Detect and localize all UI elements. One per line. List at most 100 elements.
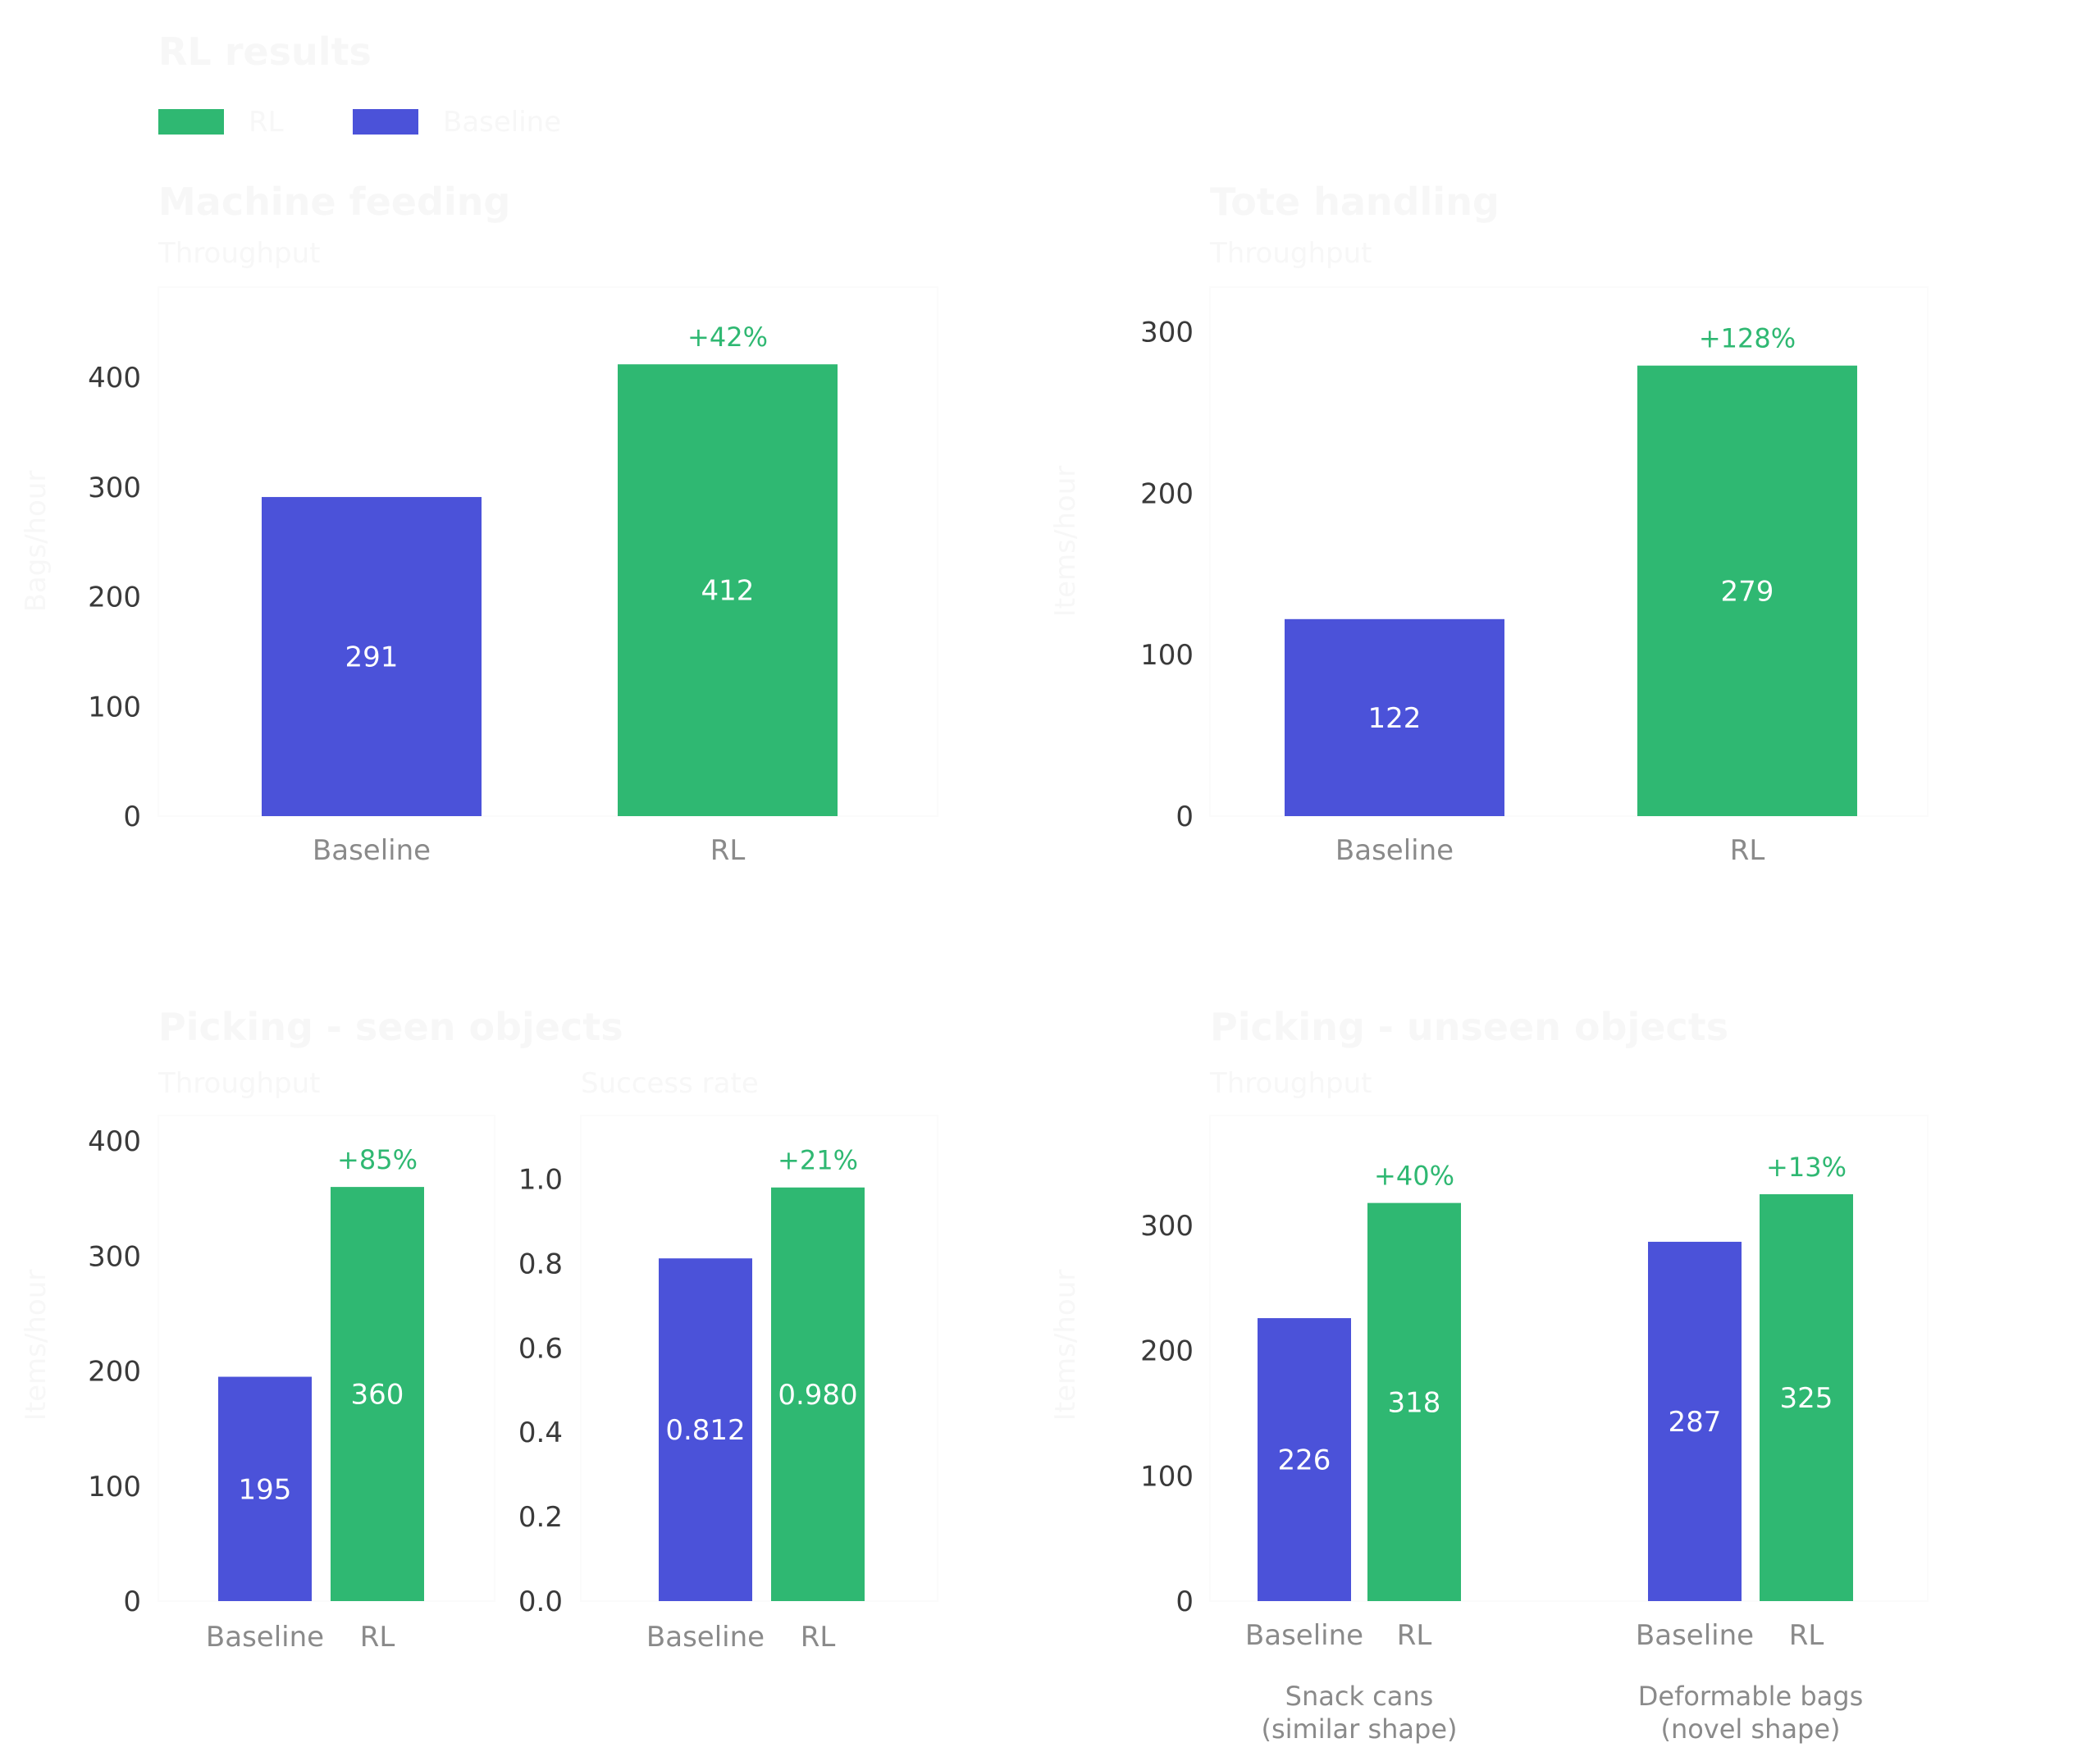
- panel-picking-unseen: Picking - unseen objects Throughput Item…: [1049, 1005, 1929, 1745]
- bar-baseline: [1258, 1318, 1351, 1601]
- bar-value-label: 0.980: [778, 1379, 857, 1412]
- legend: RL Baseline: [158, 106, 561, 139]
- panel-title: Picking - seen objects: [158, 1005, 623, 1049]
- y-tick-label: 100: [1140, 639, 1194, 672]
- y-tick-label: 0.0: [518, 1585, 563, 1618]
- y-axis-label: Items/hour: [20, 1270, 52, 1421]
- x-tick-label: RL: [1730, 834, 1765, 867]
- y-tick-label: 0: [123, 1585, 141, 1618]
- y-tick-label: 300: [1140, 1210, 1194, 1243]
- plot-frame: [1209, 286, 1929, 817]
- bar-value-label: 279: [1721, 575, 1774, 608]
- x-tick-label: Baseline: [313, 834, 431, 867]
- bar-value-label: 412: [701, 575, 755, 608]
- group-label: Snack cans: [1285, 1681, 1434, 1712]
- improvement-label: +40%: [1374, 1161, 1454, 1192]
- x-tick-label: RL: [360, 1621, 395, 1654]
- y-tick-label: 0.6: [518, 1332, 563, 1365]
- x-tick-label: Baseline: [206, 1621, 324, 1654]
- plot-area-success: 0.0 0.2 0.4 0.6 0.8 1.0 0.812 Baseline 0.980 RL +2…: [518, 1145, 865, 1654]
- bar-value-label: 287: [1669, 1406, 1722, 1439]
- y-tick-label: 100: [1140, 1460, 1194, 1493]
- y-tick-label: 200: [88, 1356, 141, 1389]
- improvement-label: +13%: [1766, 1152, 1847, 1183]
- y-tick-label: 400: [88, 362, 141, 395]
- figure-title: RL results: [158, 30, 372, 74]
- bar-baseline: [218, 1376, 312, 1601]
- plot-area: 0 100 200 300 400 291 Baseline 412 RL +42%: [88, 322, 838, 867]
- y-tick-label: 300: [88, 472, 141, 504]
- bar-rl: [1637, 365, 1857, 816]
- y-tick-label: 100: [88, 1471, 141, 1503]
- panel-subtitle-throughput: Throughput: [158, 1067, 321, 1100]
- panel-subtitle: Throughput: [158, 237, 321, 270]
- bar-value-label: 291: [345, 641, 399, 673]
- y-tick-label: 1.0: [518, 1163, 563, 1196]
- bar-rl: [331, 1187, 424, 1601]
- x-tick-label: RL: [801, 1621, 836, 1654]
- y-axis-label: Items/hour: [1049, 466, 1082, 617]
- plot-area: 0 100 200 300 226 Baseline 318 RL +40% Snack cans…: [1140, 1152, 1863, 1745]
- bar-baseline: [1285, 618, 1504, 816]
- panel-subtitle-success: Success rate: [581, 1067, 759, 1100]
- legend-swatch-rl: [158, 109, 224, 135]
- y-tick-label: 300: [1140, 316, 1194, 349]
- bar-baseline: [659, 1258, 752, 1601]
- improvement-label: +128%: [1699, 323, 1796, 354]
- bar-value-label: 325: [1780, 1382, 1833, 1415]
- improvement-label: +85%: [337, 1144, 418, 1175]
- legend-swatch-baseline: [353, 109, 418, 135]
- y-tick-label: 0.2: [518, 1501, 563, 1534]
- legend-label-rl: RL: [249, 106, 284, 139]
- y-tick-label: 300: [88, 1240, 141, 1273]
- bar-value-label: 122: [1368, 702, 1422, 735]
- plot-frame-success: [580, 1115, 938, 1602]
- y-axis-label: Bags/hour: [20, 471, 52, 613]
- y-tick-label: 0.4: [518, 1417, 563, 1449]
- panel-tote-handling: Tote handling Throughput Items/hour 0 100…: [1049, 180, 1929, 867]
- x-tick-label: Baseline: [1245, 1619, 1363, 1652]
- bar-value-label: 195: [239, 1473, 292, 1506]
- panel-subtitle: Throughput: [1209, 1067, 1372, 1100]
- x-tick-label: Baseline: [1636, 1619, 1754, 1652]
- panel-title: Picking - unseen objects: [1210, 1005, 1728, 1049]
- plot-frame: [1209, 1115, 1929, 1602]
- plot-area: 0 100 200 300 122 Baseline 279 RL +128%: [1140, 316, 1857, 867]
- y-tick-label: 0.8: [518, 1248, 563, 1280]
- plot-area-throughput: 0 100 200 300 400 195 Baseline 360 RL +85%: [88, 1125, 424, 1654]
- group-label: (similar shape): [1262, 1713, 1458, 1745]
- plot-frame: [158, 286, 938, 817]
- x-tick-label: RL: [1789, 1619, 1824, 1652]
- y-tick-label: 200: [1140, 1335, 1194, 1368]
- legend-label-baseline: Baseline: [443, 106, 561, 139]
- bar-rl: [1367, 1202, 1461, 1601]
- group-label: (novel shape): [1660, 1713, 1840, 1745]
- y-tick-label: 200: [1140, 477, 1194, 510]
- bar-value-label: 360: [351, 1379, 404, 1412]
- y-tick-label: 200: [88, 582, 141, 614]
- x-tick-label: Baseline: [1335, 834, 1454, 867]
- group-label: Deformable bags: [1638, 1681, 1864, 1712]
- y-tick-label: 0: [123, 801, 141, 833]
- improvement-label: +42%: [687, 322, 768, 353]
- y-tick-label: 400: [88, 1125, 141, 1158]
- bar-value-label: 318: [1388, 1386, 1441, 1419]
- y-tick-label: 100: [88, 691, 141, 723]
- panel-title: Tote handling: [1210, 180, 1500, 224]
- bar-value-label: 0.812: [665, 1414, 745, 1447]
- x-tick-label: RL: [1397, 1619, 1432, 1652]
- bar-rl: [771, 1187, 865, 1601]
- bar-baseline: [1648, 1241, 1742, 1601]
- plot-frame-throughput: [158, 1115, 495, 1602]
- improvement-label: +21%: [778, 1145, 858, 1176]
- y-tick-label: 0: [1176, 1585, 1194, 1618]
- x-tick-label: RL: [710, 834, 746, 867]
- x-tick-label: Baseline: [646, 1621, 765, 1654]
- panel-picking-seen: Picking - seen objects Throughput Succes…: [20, 1005, 938, 1654]
- y-tick-label: 0: [1176, 801, 1194, 833]
- bar-baseline: [262, 496, 482, 816]
- panel-subtitle: Throughput: [1209, 237, 1372, 270]
- panel-title: Machine feeding: [158, 180, 510, 224]
- bar-rl: [1760, 1193, 1853, 1601]
